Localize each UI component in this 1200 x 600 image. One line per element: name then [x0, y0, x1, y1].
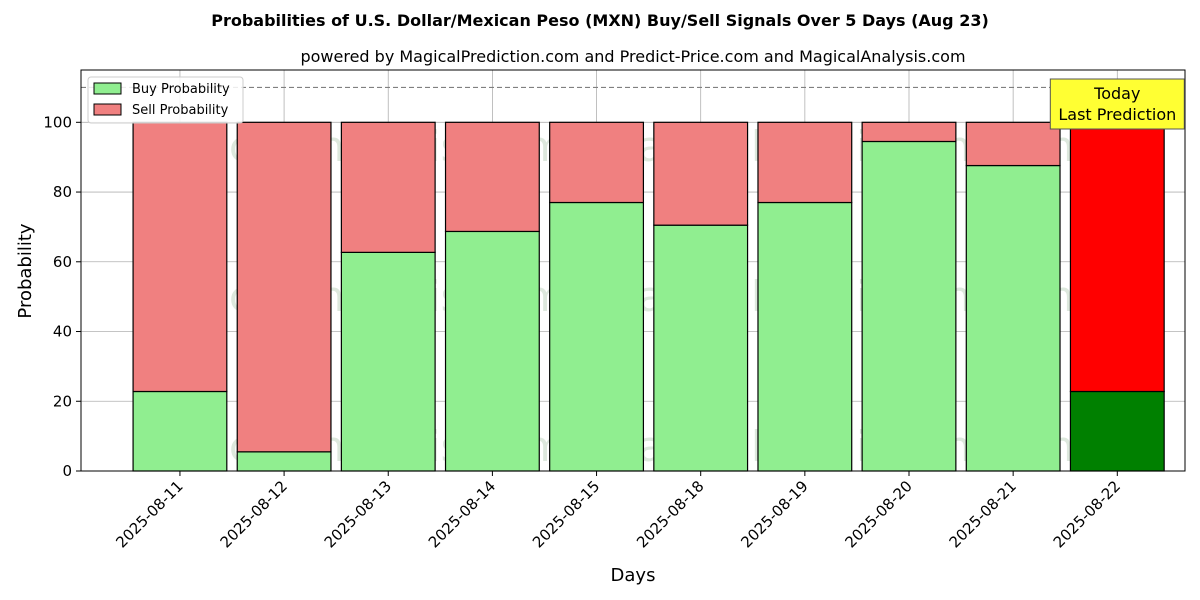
x-tick-label: 2025-08-20 [841, 477, 915, 551]
sell-bar [653, 121, 749, 226]
buy-bar [1069, 390, 1165, 472]
x-tick-label: 2025-08-11 [112, 477, 186, 551]
y-tick-label: 20 [53, 392, 72, 410]
annotation-line-1: Today [1093, 84, 1140, 103]
buy-bar [444, 230, 540, 472]
x-axis-label: Days [611, 565, 656, 586]
x-tick-label: 2025-08-13 [321, 477, 395, 551]
annotation-line-2: Last Prediction [1058, 105, 1176, 124]
sell-bar [132, 121, 228, 393]
x-tick-label: 2025-08-18 [633, 477, 707, 551]
y-axis-label: Probability [15, 223, 36, 318]
annotation-box [1049, 78, 1185, 130]
sell-bar [444, 121, 540, 233]
legend-label-buy: Buy Probability [132, 82, 230, 97]
x-tick-label: 2025-08-14 [425, 477, 499, 551]
sell-bar [236, 121, 332, 453]
x-tick-label: 2025-08-22 [1050, 477, 1124, 551]
legend-swatch-sell [93, 103, 122, 116]
plot-frame [80, 69, 1186, 472]
x-tick-label: 2025-08-12 [217, 477, 291, 551]
buy-bar [965, 164, 1061, 472]
buy-bar [132, 390, 228, 472]
legend-label-sell: Sell Probability [132, 103, 229, 118]
x-tick-label: 2025-08-21 [946, 477, 1020, 551]
x-tick-label: 2025-08-19 [737, 477, 811, 551]
buy-bar [757, 201, 853, 472]
sell-bar [861, 121, 957, 143]
buy-bar [653, 224, 749, 472]
y-tick-label: 60 [53, 253, 72, 271]
y-tick-label: 0 [62, 462, 72, 480]
y-tick-label: 100 [43, 113, 72, 131]
buy-bar [236, 451, 332, 472]
buy-bar [549, 201, 645, 472]
buy-bar [340, 251, 436, 472]
sell-bar [1069, 121, 1165, 393]
sell-bar [549, 121, 645, 204]
y-tick-label: 40 [53, 323, 72, 341]
plot-area: MagicalAnalysis.comMagicalPrediction.com… [43, 69, 1186, 551]
legend-swatch-buy [93, 82, 122, 95]
buy-bar [861, 140, 957, 472]
y-tick-label: 80 [53, 183, 72, 201]
chart-subtitle: powered by MagicalPrediction.com and Pre… [300, 47, 965, 66]
legend-box [87, 76, 244, 124]
sell-bar [757, 121, 853, 204]
x-tick-label: 2025-08-15 [529, 477, 603, 551]
sell-bar [965, 121, 1061, 167]
sell-bar [340, 121, 436, 253]
chart-title: Probabilities of U.S. Dollar/Mexican Pes… [211, 11, 989, 30]
